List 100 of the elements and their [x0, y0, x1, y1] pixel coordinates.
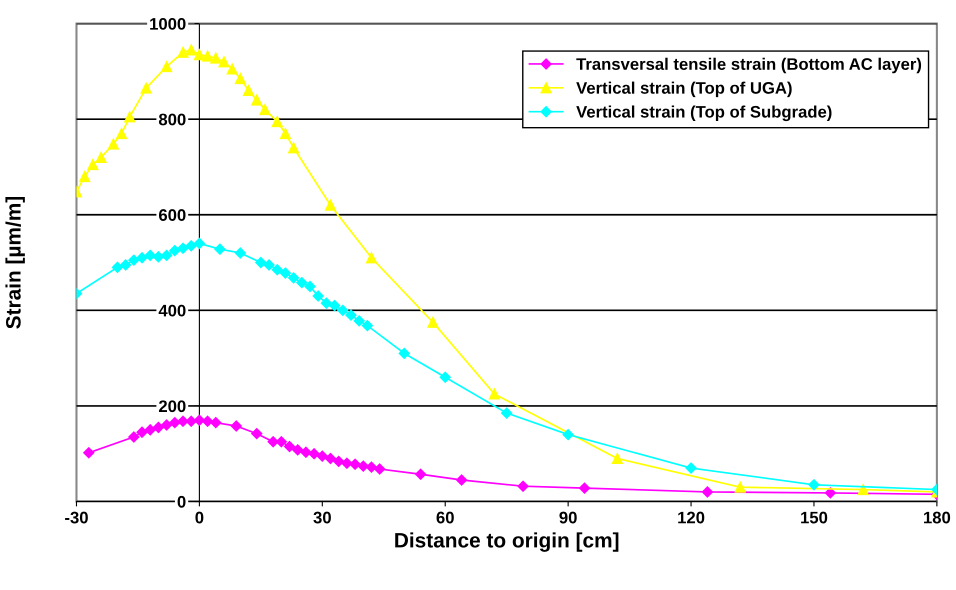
point [456, 474, 468, 486]
point [112, 262, 124, 273]
point [152, 422, 164, 434]
point [517, 480, 529, 492]
x-tick-label: 90 [559, 512, 577, 524]
point [324, 200, 336, 211]
point [398, 348, 410, 359]
point [702, 486, 714, 498]
x-tick-label: 180 [924, 512, 950, 524]
point [251, 428, 262, 440]
point [858, 484, 869, 496]
point [685, 462, 697, 474]
point [169, 417, 180, 428]
point [140, 82, 152, 94]
point [362, 320, 373, 332]
point [161, 419, 172, 431]
point [218, 56, 230, 68]
point [320, 298, 332, 309]
legend-label: Vertical strain (Top of UGA) [576, 82, 792, 98]
point [144, 250, 156, 261]
point [341, 458, 352, 469]
point [374, 463, 386, 475]
point [255, 256, 266, 268]
point [230, 420, 242, 432]
point [292, 444, 304, 456]
x-tick-label: 30 [313, 512, 331, 524]
point [120, 259, 132, 271]
x-axis-title: Distance to origin [cm] [395, 532, 618, 552]
point [612, 452, 623, 464]
x-tick-label: 120 [678, 512, 704, 524]
point [186, 240, 197, 252]
point [214, 244, 226, 255]
point [259, 104, 271, 116]
point [116, 128, 128, 140]
point [824, 487, 836, 499]
y-axis-title: Strain [µm/m] [5, 196, 25, 329]
legend-label: Vertical strain (Top of Subgrade) [576, 105, 832, 122]
point [161, 61, 172, 72]
point [169, 244, 180, 256]
point [333, 456, 344, 467]
point [308, 448, 320, 460]
point [194, 49, 205, 60]
point [124, 111, 136, 122]
y-tick-label: 400 [158, 304, 186, 317]
point [251, 94, 262, 106]
point [276, 436, 287, 448]
point [427, 316, 438, 328]
point [345, 310, 357, 321]
point [268, 436, 279, 448]
point [194, 414, 205, 426]
point [136, 252, 148, 264]
point [96, 152, 107, 163]
point [337, 304, 348, 316]
point [210, 52, 222, 64]
point [186, 416, 197, 427]
x-tick-label: 150 [801, 512, 828, 524]
point [152, 251, 164, 262]
point [734, 482, 746, 493]
point [161, 250, 172, 261]
point [349, 458, 361, 470]
point [288, 272, 300, 284]
point [136, 426, 148, 438]
point [186, 44, 197, 56]
point [128, 431, 140, 443]
point [578, 482, 590, 494]
point [177, 46, 189, 58]
point [243, 84, 254, 96]
point [288, 142, 300, 154]
point [366, 461, 378, 473]
x-tick-label: 0 [195, 512, 204, 524]
y-tick-label: 600 [159, 209, 186, 221]
point [300, 446, 312, 458]
point [304, 280, 316, 292]
x-tick-label: -30 [65, 512, 88, 524]
point [202, 416, 214, 427]
point [440, 372, 451, 383]
y-tick-label: 1000 [150, 18, 186, 30]
point [234, 73, 246, 84]
point [358, 460, 369, 472]
point [354, 315, 365, 326]
point [280, 267, 292, 279]
point [312, 290, 324, 302]
point [128, 254, 140, 266]
point [562, 428, 574, 440]
point [808, 479, 820, 490]
point [83, 447, 94, 458]
point [87, 159, 98, 170]
point [501, 407, 512, 419]
point [272, 264, 283, 276]
point [316, 450, 328, 462]
point [202, 50, 214, 62]
point [108, 138, 119, 150]
point [296, 277, 308, 288]
point [226, 63, 238, 75]
y-tick-label: 0 [178, 496, 186, 508]
y-tick-label: 800 [158, 114, 186, 126]
point [79, 170, 90, 182]
point [415, 468, 426, 480]
point [328, 300, 340, 312]
x-tick-label: 60 [436, 512, 454, 524]
